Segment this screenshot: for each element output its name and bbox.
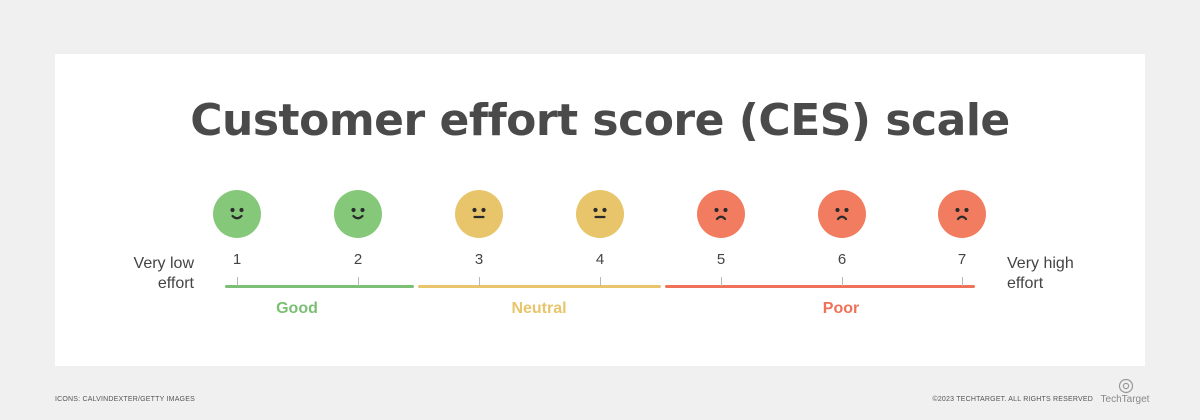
poor-group-label: Poor <box>822 300 860 317</box>
neutral-face-icon <box>455 190 503 238</box>
scale-tick <box>479 277 480 286</box>
eye-logo-icon <box>1118 378 1134 394</box>
neutral-group-label: Neutral <box>511 300 567 317</box>
scale-tick <box>962 277 963 286</box>
scale-tick <box>358 277 359 286</box>
frowning-face-icon <box>938 190 986 238</box>
scale-tick <box>237 277 238 286</box>
scale-tick <box>842 277 843 286</box>
neutral-face-icon <box>576 190 624 238</box>
frowning-face-icon <box>697 190 745 238</box>
score-number: 4 <box>595 251 605 268</box>
smiling-face-icon <box>334 190 382 238</box>
frowning-face-icon <box>818 190 866 238</box>
icon-credit: ICONS: CALVINDEXTER/GETTY IMAGES <box>55 396 195 403</box>
score-number: 1 <box>232 251 242 268</box>
good-group-label: Good <box>276 300 318 317</box>
logo-text: TechTarget <box>1100 394 1150 405</box>
scale-tick <box>600 277 601 286</box>
very-low-effort-label: Very low effort <box>133 255 194 292</box>
neutral-range-bar <box>418 285 661 288</box>
scale-tick <box>721 277 722 286</box>
smiling-face-icon <box>213 190 261 238</box>
techtarget-logo: TechTarget <box>1100 378 1150 408</box>
score-number: 3 <box>474 251 484 268</box>
score-number: 2 <box>353 251 363 268</box>
poor-range-bar <box>665 285 975 288</box>
good-range-bar <box>225 285 414 288</box>
very-high-effort-label: Very high effort <box>1007 255 1074 292</box>
page-title: Customer effort score (CES) scale <box>190 95 1010 146</box>
score-number: 6 <box>837 251 847 268</box>
copyright-notice: ©2023 TECHTARGET. ALL RIGHTS RESERVED <box>932 396 1093 403</box>
score-number: 5 <box>716 251 726 268</box>
score-number: 7 <box>957 251 967 268</box>
